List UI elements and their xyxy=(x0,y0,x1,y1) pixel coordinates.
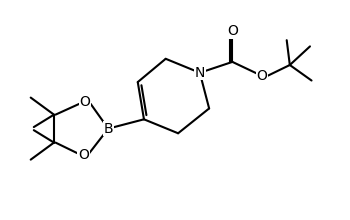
Text: N: N xyxy=(195,66,205,80)
Text: B: B xyxy=(104,122,113,136)
Text: O: O xyxy=(257,69,267,83)
Text: O: O xyxy=(227,24,238,38)
Text: O: O xyxy=(79,95,90,109)
Text: O: O xyxy=(78,148,89,162)
